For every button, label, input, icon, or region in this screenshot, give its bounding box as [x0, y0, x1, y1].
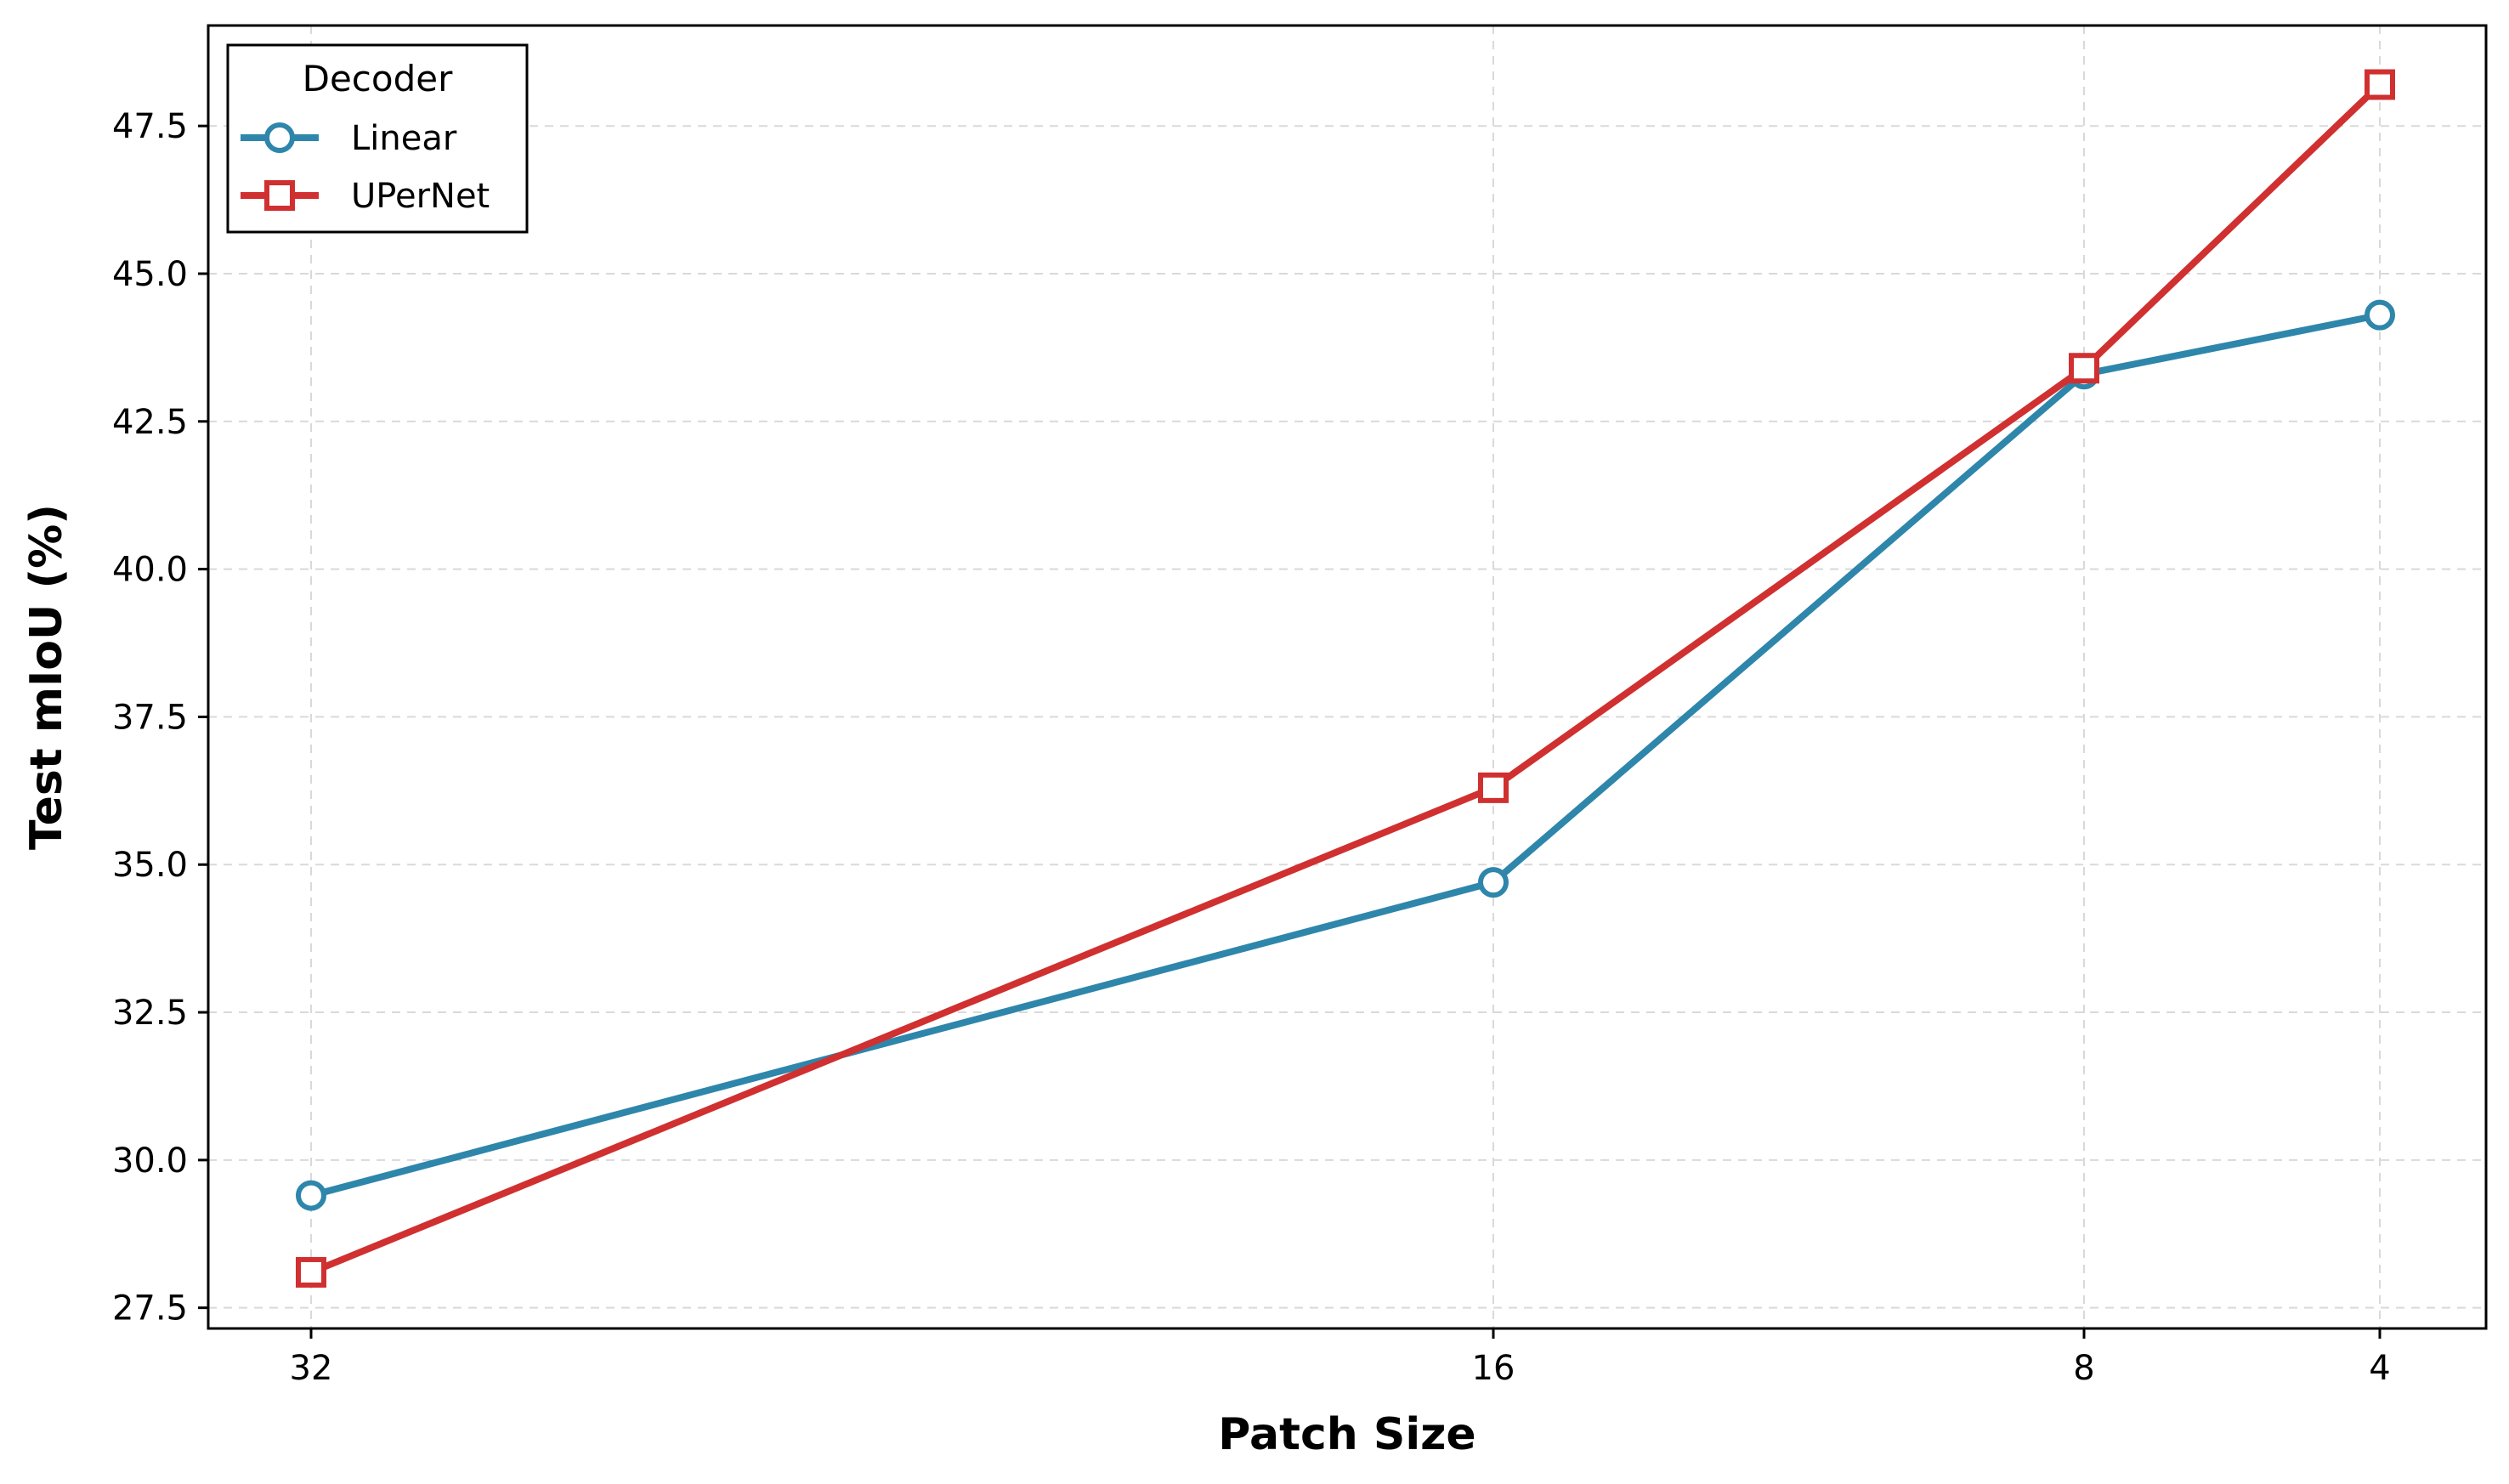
x-tick-label: 8	[2073, 1349, 2094, 1388]
x-tick-label: 4	[2369, 1349, 2390, 1388]
plot-frame	[207, 24, 2488, 1330]
legend-title: Decoder	[303, 58, 453, 99]
y-tick-label: 42.5	[112, 403, 188, 442]
y-tick-label: 47.5	[112, 107, 188, 146]
legend-entry-upernet: UPerNet	[351, 177, 490, 216]
legend: Decoder Linear UPerNet	[226, 43, 529, 234]
x-tick-label: 16	[1472, 1349, 1515, 1388]
y-tick-label: 32.5	[112, 994, 188, 1033]
point-linear	[2365, 299, 2395, 331]
y-tick-label: 45.0	[112, 255, 188, 294]
series-line-upernet	[309, 82, 2382, 1276]
point-linear	[296, 1180, 326, 1211]
legend-marker	[264, 122, 295, 153]
y-tick-label: 35.0	[112, 846, 188, 885]
grid-lines	[208, 25, 2486, 1328]
point-upernet	[2069, 353, 2099, 384]
series-line-linear	[309, 311, 2381, 1199]
point-upernet	[1478, 772, 1509, 803]
point-linear	[1478, 867, 1509, 898]
y-tick-label: 40.0	[112, 551, 188, 590]
point-upernet	[296, 1256, 326, 1288]
series-layer	[296, 69, 2395, 1288]
y-tick-label: 37.5	[112, 698, 188, 737]
point-upernet	[2365, 69, 2395, 100]
legend-entry-linear: Linear	[351, 119, 457, 158]
axes: 27.5 30.0 32.5 35.0 37.5 40.0 42.5 45.0 47.5 32 16…	[112, 107, 2391, 1388]
legend-marker	[264, 180, 295, 211]
x-axis-label: Patch Size	[1218, 1409, 1475, 1460]
y-axis-label: Test mIoU (%)	[21, 504, 72, 850]
y-tick-label: 27.5	[112, 1289, 188, 1328]
x-tick-label: 32	[290, 1349, 333, 1388]
y-tick-label: 30.0	[112, 1141, 188, 1181]
